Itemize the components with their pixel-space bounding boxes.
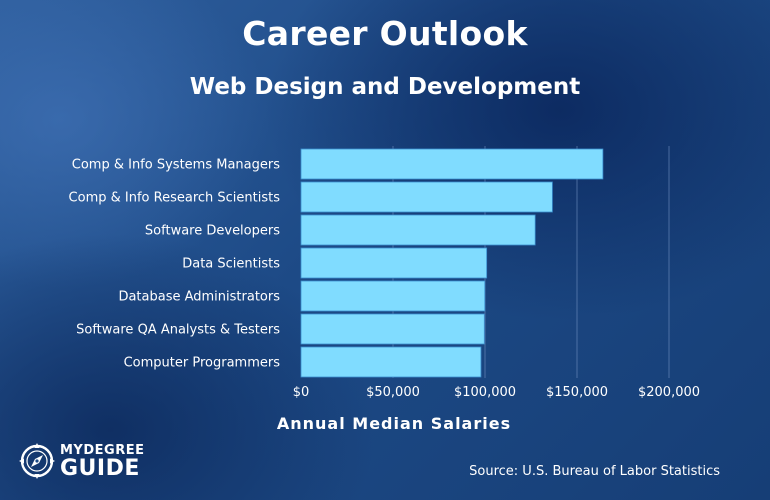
x-tick-label: $150,000	[546, 385, 608, 400]
x-tick-labels: $0 $50,000 $100,000 $150,000 $200,000	[293, 385, 700, 400]
category-label: Software Developers	[145, 224, 280, 239]
mydegreeguide-logo: MYDEGREE GUIDE	[18, 440, 168, 484]
logo-text-top: MYDEGREE	[60, 443, 145, 458]
source-note: Source: U.S. Bureau of Labor Statistics	[469, 464, 720, 479]
category-label: Software QA Analysts & Testers	[76, 323, 280, 338]
category-label: Database Administrators	[118, 290, 280, 305]
logo-text-bottom: GUIDE	[60, 456, 140, 481]
bar	[300, 313, 485, 345]
x-tick-label: $100,000	[454, 385, 516, 400]
x-tick-label: $0	[293, 385, 310, 400]
page-subtitle: Web Design and Development	[189, 74, 581, 100]
bar	[300, 148, 604, 180]
x-tick-label: $50,000	[366, 385, 420, 400]
category-label: Comp & Info Systems Managers	[72, 158, 280, 173]
category-label: Comp & Info Research Scientists	[69, 191, 281, 206]
category-labels: Comp & Info Systems Managers Comp & Info …	[69, 158, 281, 371]
page-title: Career Outlook	[242, 14, 528, 53]
bar	[300, 346, 482, 378]
x-axis-label: Annual Median Salaries	[276, 414, 512, 433]
x-tick-label: $200,000	[638, 385, 700, 400]
compass-logo-icon	[19, 443, 55, 479]
bar	[300, 181, 553, 213]
bars	[300, 148, 604, 378]
category-label: Computer Programmers	[124, 356, 281, 371]
bar	[300, 280, 486, 312]
category-label: Data Scientists	[182, 257, 280, 272]
bar	[300, 247, 488, 279]
bar	[300, 214, 536, 246]
